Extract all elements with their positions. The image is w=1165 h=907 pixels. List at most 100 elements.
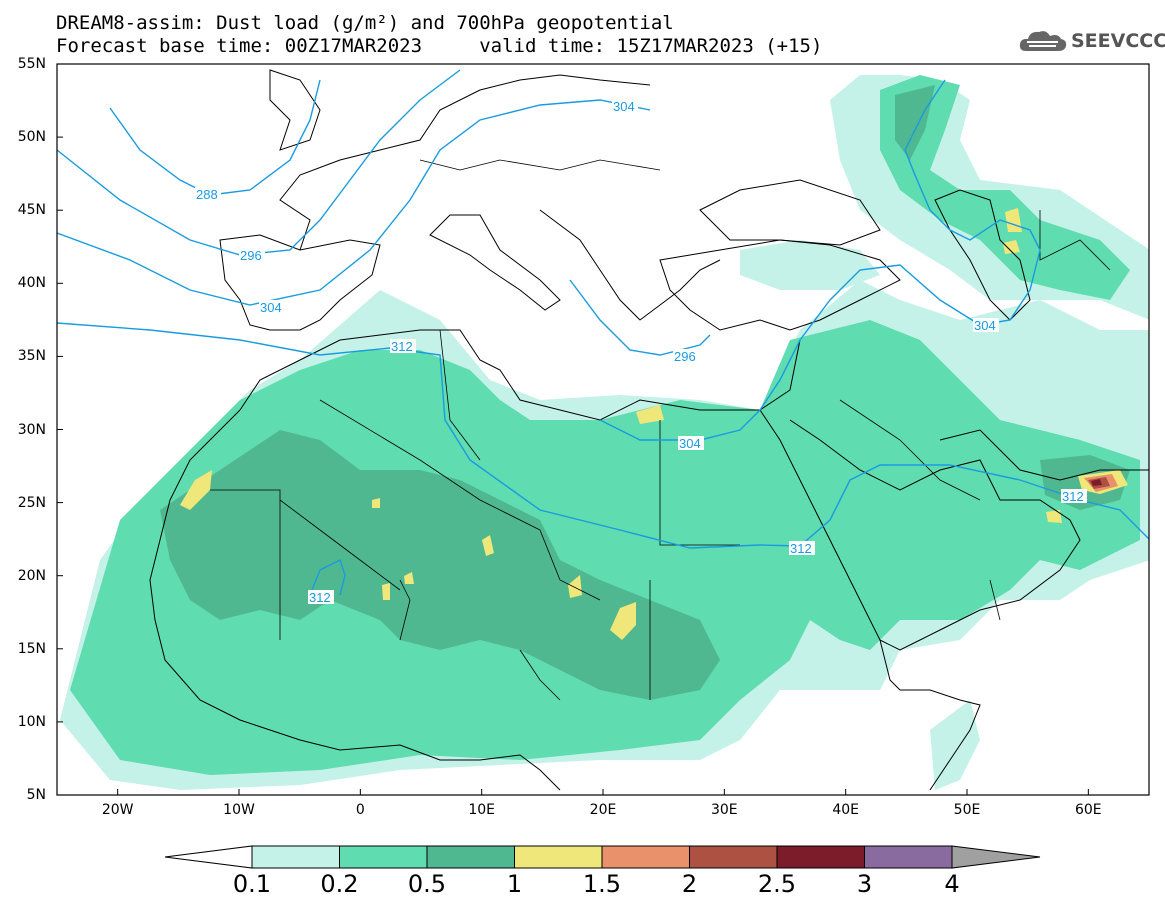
colorbar-box [426, 845, 515, 869]
colorbar-level-label: 4 [944, 870, 960, 898]
lon-tick-label: 20W [101, 802, 134, 818]
contour-label-bg [973, 318, 999, 332]
contour-label: 312 [1062, 489, 1084, 504]
seevccc-logo: SEEVCCC [1018, 27, 1165, 55]
lon-tick-label: 60E [1074, 802, 1102, 818]
dust-band-0.1-horn [930, 700, 980, 790]
lat-tick-label: 45N [17, 202, 46, 219]
lat-tick-label: 15N [17, 640, 46, 657]
dust-spot-1 [568, 575, 582, 598]
colorbar-level-label: 3 [856, 870, 873, 898]
dust-band-0.5 [160, 430, 720, 700]
coastline-red-sea [759, 409, 901, 691]
dust-spot-1 [372, 498, 380, 508]
lat-tick-label: 20N [17, 567, 46, 584]
lon-tick-label: 10W [223, 802, 255, 818]
contour-label: 312 [309, 590, 331, 605]
coastlines [149, 69, 1149, 791]
contour-label-bg [678, 436, 704, 450]
border [659, 420, 740, 546]
border [210, 489, 401, 591]
contour-label-bg [1061, 489, 1087, 503]
lon-tick-label: 50E [953, 802, 981, 818]
border [439, 329, 481, 461]
coastline-europe [279, 74, 651, 251]
colorbar-level-label: 1 [506, 870, 523, 898]
dust-spot-1 [1003, 240, 1020, 254]
border [839, 399, 981, 501]
axis-ticks [57, 63, 1089, 796]
colorbar-level-label: 2 [681, 870, 698, 898]
contour-label-bg [612, 99, 638, 113]
lon-tick-label: 20E [589, 802, 617, 818]
dust-band-0.2 [70, 320, 1140, 775]
border [989, 579, 1001, 621]
dust-spot-1 [636, 405, 664, 424]
lon-tick-label: 0 [355, 802, 365, 818]
colorbar-box [864, 845, 953, 869]
contour-label: 304 [613, 99, 635, 114]
colorbar-box [514, 845, 603, 869]
lat-tick-label: 50N [17, 129, 46, 146]
contour-line-296 [57, 69, 461, 256]
border [519, 649, 561, 701]
contour-line-296-east [569, 279, 711, 356]
dust-field [60, 75, 1149, 790]
contour-label: 296 [240, 248, 262, 263]
contour-label-bg [308, 590, 334, 604]
contour-label: 312 [790, 541, 812, 556]
colorbar-box [689, 845, 778, 869]
lon-tick-label: 40E [832, 802, 859, 818]
contour-label-bg [259, 300, 285, 314]
contour-line-304 [57, 99, 651, 306]
coastline-arabia [789, 419, 1081, 651]
contour-label-bg [239, 248, 265, 262]
border [419, 159, 661, 171]
cloud-icon [1019, 31, 1067, 51]
contour-line-312 [57, 322, 1149, 549]
contour-label: 296 [674, 349, 696, 364]
colorbar [164, 845, 1041, 869]
contour-labels: 288 296 304 312 304 296 304 304 312 312 … [195, 99, 1087, 605]
border [319, 399, 541, 531]
colorbar-level-label: 0.5 [407, 870, 447, 898]
lat-tick-label: 35N [17, 348, 46, 365]
map-title-line2: Forecast base time: 00Z17MAR2023 valid t… [56, 35, 823, 57]
border [399, 579, 411, 641]
contour-line-288 [109, 79, 321, 196]
coastline-blacksea [699, 179, 881, 246]
coastline-horn [900, 689, 981, 791]
colorbar-level-label: 2.5 [757, 870, 797, 898]
coastline-iberia [219, 234, 381, 331]
logo-text: SEEVCCC [1071, 30, 1165, 52]
dust-band-0.2-caspian [880, 75, 1130, 300]
colorbar-box [339, 845, 428, 869]
contour-label: 304 [974, 318, 996, 333]
lat-tick-label: 5N [26, 787, 46, 803]
lat-tick-label: 30N [17, 421, 46, 438]
lon-tick-label: 10E [468, 802, 495, 818]
contour-label: 304 [260, 300, 282, 315]
colorbar-level-label: 0.1 [232, 870, 272, 898]
coastline-balkans [539, 209, 721, 321]
coastline-west-africa [149, 409, 561, 791]
border [539, 529, 601, 601]
lat-tick-label: 10N [17, 713, 46, 730]
colorbar-box [251, 845, 340, 869]
dust-spot-1 [404, 572, 414, 584]
lat-tick-label: 55N [17, 56, 46, 72]
coastline-gulf [939, 429, 1149, 481]
coastline-caspian [934, 189, 1031, 321]
lon-tick-label: 30E [710, 802, 738, 818]
contour-label-bg [390, 339, 416, 353]
colorbar-level-label: 1.5 [582, 870, 622, 898]
map-title-line1: DREAM8-assim: Dust load (g/m²) and 700hP… [56, 12, 674, 34]
lat-tick-label: 40N [17, 275, 46, 292]
colorbar-under-arrow [164, 845, 253, 869]
contour-label: 304 [679, 436, 701, 451]
border [1039, 210, 1111, 271]
dust-spot-1 [610, 602, 636, 640]
colorbar-box [776, 845, 865, 869]
borders [210, 159, 1111, 701]
